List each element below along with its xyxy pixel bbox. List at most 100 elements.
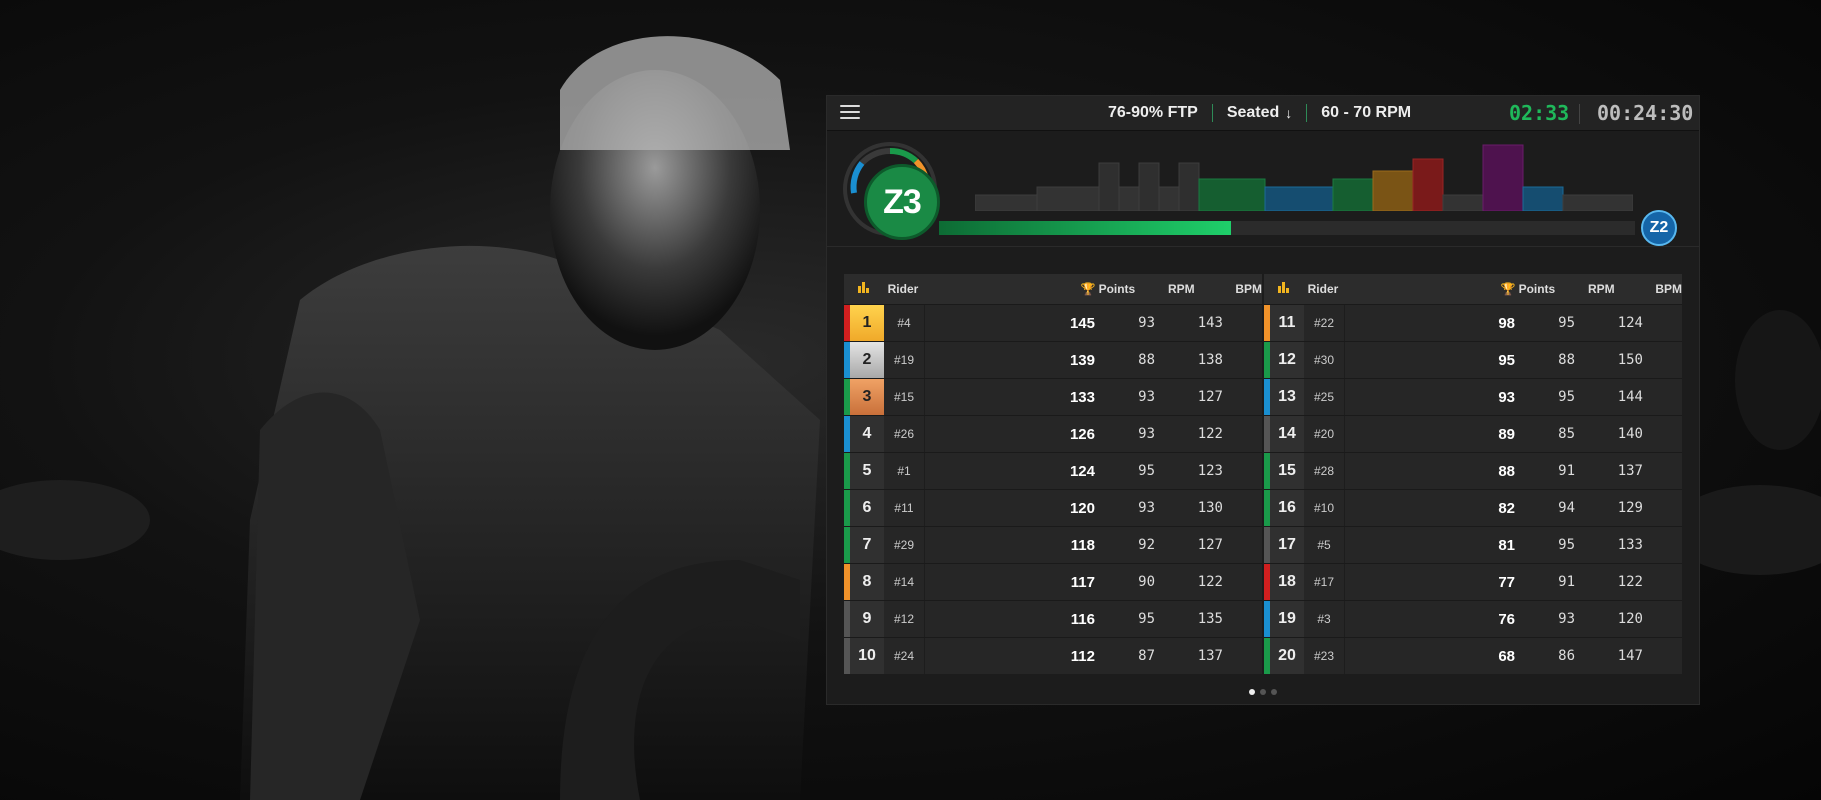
rank-cell: 1 [850,305,884,341]
rpm-cell: 93 [1138,426,1155,442]
zone-color-stripe [1264,453,1270,489]
leaderboard-row: 8 #14 117 90 122 [844,563,1262,600]
rider-number-cell: #10 [1304,490,1345,526]
rank-cell: 19 [1270,601,1304,637]
zone-color-stripe [844,453,850,489]
leaderboard-row: 10 #24 112 87 137 [844,637,1262,674]
arrow-down-icon: ↓ [1285,105,1293,121]
page-dot[interactable] [1260,689,1266,695]
rpm-cell: 95 [1558,389,1575,405]
zone-color-stripe [844,638,850,674]
rider-number-cell: #12 [884,601,925,637]
rank-column-header [1264,282,1304,296]
trophy-icon: 🏆 [1080,282,1096,296]
rank-cell: 7 [850,527,884,563]
zone-color-stripe [844,305,850,341]
interval-target-info: 76-90% FTP Seated ↓ 60 - 70 RPM [1108,96,1411,130]
bpm-cell: 143 [1197,315,1223,331]
rider-column-header: Rider [887,282,919,296]
bpm-cell: 138 [1197,352,1223,368]
rank-cell: 6 [850,490,884,526]
rank-cell: 12 [1270,342,1304,378]
bpm-column-header: BPM [1235,282,1262,296]
divider [1579,104,1580,124]
points-cell: 89 [1498,425,1515,443]
zone-progress-fill [939,221,1232,235]
bpm-cell: 122 [1197,574,1223,590]
leaderboard-row: 6 #11 120 93 130 [844,489,1262,526]
rider-number-cell: #29 [884,527,925,563]
points-cell: 145 [1069,314,1095,332]
rpm-cell: 95 [1558,537,1575,553]
rpm-cell: 95 [1138,463,1155,479]
leaderboard-right: Rider 🏆 Points RPM BPM 11 #22 98 95 124 12 #30… [1264,274,1682,674]
zone-color-stripe [1264,527,1270,563]
rank-cell: 18 [1270,564,1304,600]
points-cell: 126 [1069,425,1095,443]
rider-number-cell: #15 [884,379,925,415]
page-dot[interactable] [1271,689,1277,695]
leaderboard-row: 2 #19 139 88 138 [844,341,1262,378]
top-bar: 76-90% FTP Seated ↓ 60 - 70 RPM 02:33 00… [827,96,1699,131]
rpm-cell: 86 [1558,648,1575,664]
leaderboard-bars-icon [858,282,870,293]
leaderboard-left: Rider 🏆 Points RPM BPM 1 #4 145 93 143 2 #19 13… [844,274,1262,674]
bpm-cell: 133 [1617,537,1643,553]
zone-color-stripe [844,527,850,563]
points-cell: 118 [1070,536,1095,554]
rpm-cell: 95 [1558,315,1575,331]
rider-number-cell: #14 [884,564,925,600]
points-cell: 68 [1498,647,1515,665]
current-zone-badge: Z3 [864,164,940,240]
rpm-cell: 88 [1138,352,1155,368]
points-cell: 117 [1070,573,1095,591]
rank-cell: 8 [850,564,884,600]
zone-color-stripe [1264,490,1270,526]
points-cell: 82 [1498,499,1515,517]
leaderboard-row: 20 #23 68 86 147 [1264,637,1682,674]
trophy-icon: 🏆 [1500,282,1516,296]
leaderboard-header: Rider 🏆 Points RPM BPM [844,274,1262,304]
leaderboard-row: 3 #15 133 93 127 [844,378,1262,415]
leaderboard-row: 16 #10 82 94 129 [1264,489,1682,526]
rider-number-cell: #4 [884,305,925,341]
page-dot[interactable] [1249,689,1255,695]
zone-progress-bar [939,221,1635,235]
rpm-cell: 88 [1558,352,1575,368]
rpm-column-header: RPM [1167,282,1195,296]
points-cell: 112 [1070,647,1095,665]
points-cell: 88 [1498,462,1515,480]
leaderboard-header: Rider 🏆 Points RPM BPM [1264,274,1682,304]
class-dashboard-panel: 76-90% FTP Seated ↓ 60 - 70 RPM 02:33 00… [826,95,1700,705]
points-cell: 95 [1498,351,1515,369]
points-column-header: 🏆 Points [967,282,1136,296]
zone-color-stripe [844,342,850,378]
points-cell: 76 [1498,610,1515,628]
rpm-cell: 92 [1138,537,1155,553]
rpm-column-header: RPM [1587,282,1615,296]
zone-color-stripe [1264,638,1270,674]
rank-cell: 14 [1270,416,1304,452]
rank-cell: 11 [1270,305,1304,341]
rider-number-cell: #28 [1304,453,1345,489]
rpm-cell: 91 [1558,574,1575,590]
points-cell: 77 [1498,573,1515,591]
points-cell: 124 [1069,462,1095,480]
zone-color-stripe [844,379,850,415]
bpm-cell: 123 [1197,463,1223,479]
interval-timer: 02:33 [1509,101,1570,125]
hamburger-menu-icon[interactable] [840,105,860,121]
rider-number-cell: #23 [1304,638,1345,674]
rank-cell: 9 [850,601,884,637]
leaderboard-row: 4 #26 126 93 122 [844,415,1262,452]
leaderboard-row: 7 #29 118 92 127 [844,526,1262,563]
bpm-cell: 129 [1617,500,1643,516]
bpm-cell: 140 [1617,426,1643,442]
zone-color-stripe [844,601,850,637]
rider-number-cell: #22 [1304,305,1345,341]
bpm-cell: 122 [1197,426,1223,442]
points-header-label: Points [1098,282,1136,296]
points-cell: 116 [1070,610,1095,628]
zone-color-stripe [1264,342,1270,378]
zone-color-stripe [1264,601,1270,637]
